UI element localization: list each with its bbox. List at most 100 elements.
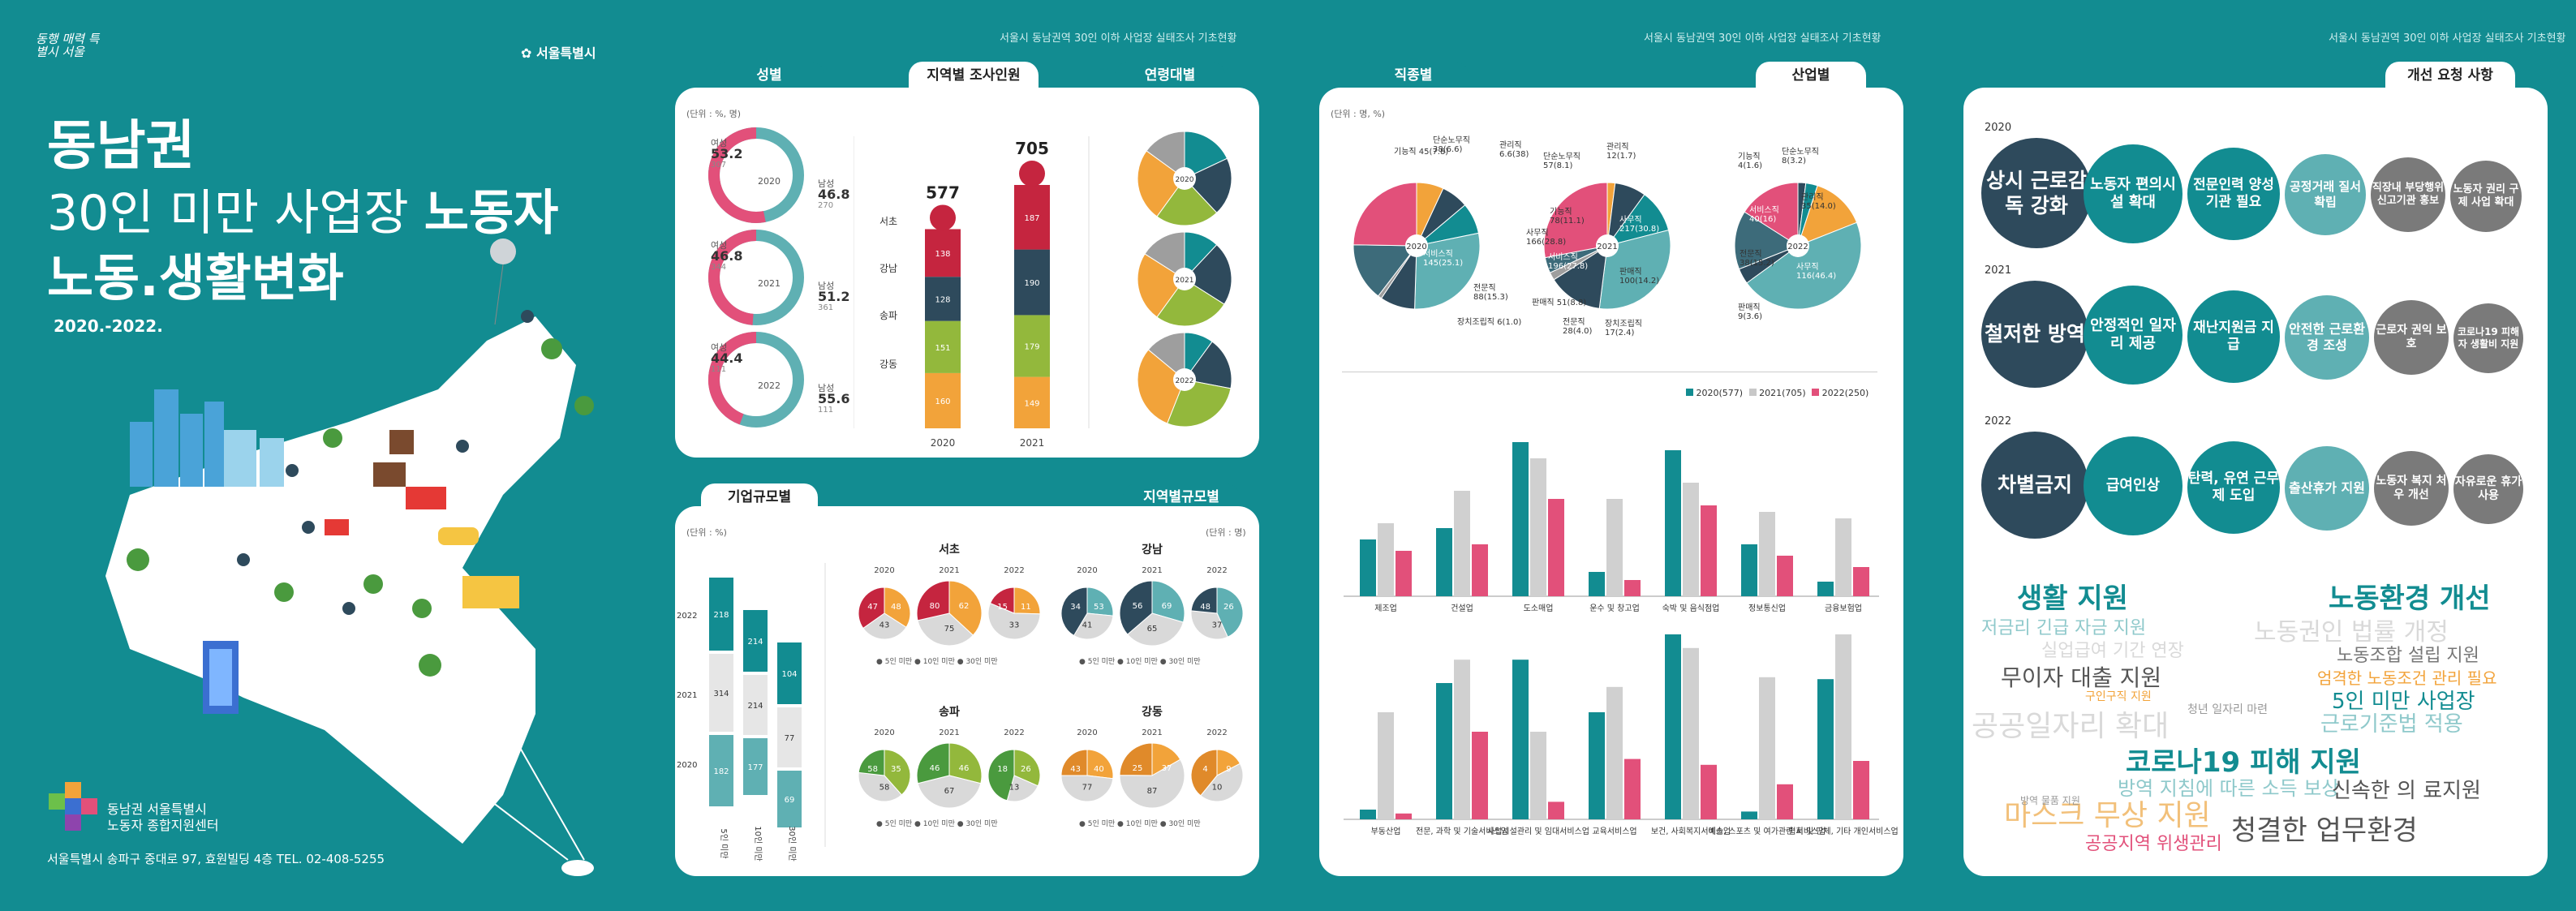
region-size-value: 13 (1009, 784, 1020, 793)
word: 저금리 긴급 자금 지원 (1981, 618, 2147, 638)
age-pie-charts: 2020 2021 2022 (1137, 131, 1232, 428)
size-bar-segment (709, 578, 733, 651)
size-col-label: 5인 미만 (719, 828, 729, 858)
industry-bar (1396, 813, 1412, 819)
request-bubble: 급여인상 (2084, 436, 2183, 535)
industry-bar-chart: 제조업 건설업 도소매업 운수 및 창고업 숙박 및 음식점업 정보통신업 금융보험업부동산… (1344, 442, 1899, 836)
region-size-year: 2022 (1206, 728, 1227, 737)
region-size-slice (884, 749, 911, 796)
region-size-slice (858, 587, 885, 630)
size-year: 2022 (677, 612, 698, 621)
region-size-value: 46 (930, 764, 940, 773)
occ-slice-2022 (1734, 211, 1800, 270)
age-year: 2020 (1176, 176, 1194, 184)
cover-period: 2020.-2022. (54, 316, 163, 336)
industry-bar (1512, 660, 1529, 819)
industry-bar (1472, 544, 1488, 596)
request-bubble: 직장내 부당행위 신고기관 홍보 (2371, 157, 2445, 232)
size-col-label: 30인 미만 (787, 826, 797, 862)
region-size-value: 26 (1021, 765, 1031, 774)
region-size-slice (1216, 587, 1244, 638)
region-size-value: 43 (1070, 765, 1081, 774)
request-bubble: 출산휴가 지원 (2285, 446, 2369, 531)
occ-year: 2022 (1787, 243, 1808, 251)
region-size-slice (1060, 587, 1088, 637)
region-bar-value: 128 (935, 295, 950, 304)
org-name-line2: 노동자 종합지원센터 (107, 818, 219, 833)
industry-bar (1512, 442, 1529, 596)
age-slice (1166, 379, 1232, 428)
size-bar-segment (743, 738, 768, 795)
request-bubble: 안정적인 일자리 제공 (2084, 286, 2183, 385)
request-bubble: 상시 근로감독 강화 (1981, 138, 2092, 248)
region-size-value: 26 (1223, 603, 1234, 612)
row-year: 2021 (1985, 264, 2012, 277)
request-bubble: 전문인력 양성기관 필요 (2187, 148, 2280, 240)
industry-bar (1665, 450, 1681, 596)
occ-center (1405, 234, 1428, 257)
region-size-legend: ● 5인 미만 ● 10인 미만 ● 30인 미만 (1079, 819, 1201, 828)
region-size-value: 25 (1133, 764, 1143, 773)
industry-bar (1436, 683, 1452, 819)
word: 엄격한 노동조건 관리 필요 (2317, 668, 2497, 688)
title-worker: 노동자 (424, 185, 559, 242)
district-label: 서초 (879, 216, 898, 227)
age-slice (1184, 131, 1228, 179)
tab-age[interactable]: 연령대별 (1115, 62, 1225, 89)
occ-slice-2020 (1414, 232, 1481, 310)
word: 청결한 업무환경 (2231, 814, 2418, 847)
occ-label: 기능직 45(7.8) (1394, 148, 1449, 157)
donut-female (708, 332, 757, 425)
tab-industry[interactable]: 산업별 (1756, 62, 1866, 89)
region-size-value: 69 (1162, 602, 1172, 611)
industry-bar (1835, 634, 1851, 819)
size-bar-segment (743, 610, 768, 672)
region-size-slice (987, 602, 1041, 640)
request-bubble: 노동자 편의시설 확대 (2084, 144, 2183, 243)
word: 무이자 대출 지원 (2001, 664, 2162, 691)
request-bubble: 탄력, 유연 근무제 도입 (2187, 441, 2280, 534)
age-slice (1184, 244, 1232, 305)
region-bar-value: 187 (1024, 214, 1039, 223)
region-name: 서초 (939, 544, 960, 556)
org-name-line1: 동남권 서울특별시 (107, 801, 207, 817)
tab-occupation[interactable]: 직종별 (1358, 62, 1469, 89)
region-size-slice (862, 612, 907, 640)
industry-label: 교육서비스업 (1592, 826, 1636, 836)
request-bubble: 코로나19 피해자 생활비 지원 (2453, 303, 2523, 373)
industry-bar (1378, 712, 1394, 819)
tab-gender[interactable]: 성별 (714, 62, 824, 89)
region-size-year: 2020 (1077, 566, 1097, 575)
city-name: 서울특별시 (535, 45, 596, 61)
tab-improvement[interactable]: 개선 요청 사항 (2385, 62, 2515, 89)
industry-bar (1759, 512, 1775, 596)
occ-slice-2022 (1797, 185, 1858, 247)
age-slice (1156, 178, 1218, 226)
industry-bar (1701, 764, 1717, 819)
age-slice (1144, 231, 1185, 280)
industry-bar (1835, 518, 1851, 596)
region-total: 705 (1015, 139, 1049, 158)
region-size-slice (1190, 610, 1228, 640)
region-size-value: 48 (891, 603, 901, 612)
region-size-value: 56 (1133, 602, 1143, 611)
gender-donuts (708, 127, 804, 428)
occupation-pies: 2020 2021 2022 (1353, 182, 1862, 310)
region-size-value: 53 (1094, 603, 1104, 612)
region-size-slice (1119, 758, 1185, 809)
male-label: 남성 (818, 281, 835, 291)
region-size-value: 41 (1082, 621, 1093, 630)
region-size-value: 75 (944, 625, 955, 634)
occ-label: 전문직 28(4.0) (1563, 318, 1593, 336)
male-pct: 46.8 (818, 187, 850, 202)
industry-label: 건설업 (1451, 603, 1473, 613)
industry-bar (1360, 810, 1376, 819)
region-size-slice (1086, 749, 1114, 780)
tab-region-survey[interactable]: 지역별 조사인원 (909, 62, 1039, 89)
occ-label: 단순노무직 8(3.2) (1782, 148, 1819, 165)
gender-year: 2020 (758, 176, 781, 187)
industry-label: 협회 및 단체, 기타 개인서비스업 (1788, 826, 1899, 836)
industry-bar (1530, 732, 1546, 819)
industry-label: 전문, 과학 및 기술서비스업 (1416, 826, 1508, 836)
request-bubble: 근로자 권익 보호 (2374, 300, 2449, 375)
